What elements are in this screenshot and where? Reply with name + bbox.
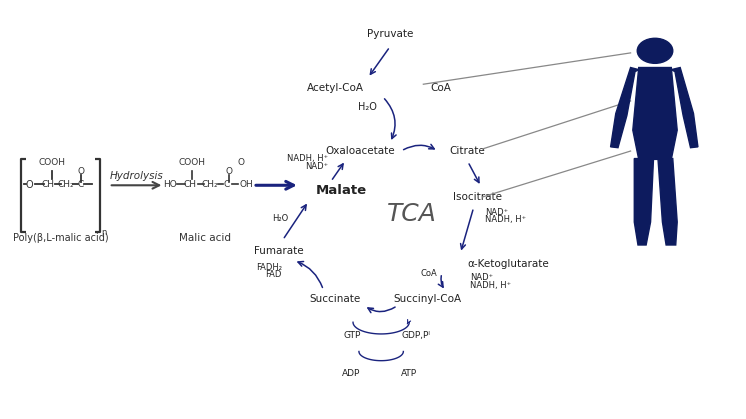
Text: O: O: [237, 158, 244, 167]
Text: FAD: FAD: [266, 270, 282, 279]
Ellipse shape: [637, 38, 673, 63]
Text: H₂O: H₂O: [272, 214, 288, 223]
Text: Isocitrate: Isocitrate: [453, 192, 502, 202]
Polygon shape: [610, 67, 639, 147]
Text: C: C: [223, 180, 230, 189]
Polygon shape: [671, 67, 698, 147]
Text: CH₂: CH₂: [57, 180, 74, 189]
Text: NAD⁺: NAD⁺: [485, 207, 508, 217]
Text: TCA: TCA: [387, 202, 437, 226]
Text: CH: CH: [184, 180, 197, 189]
Text: Poly(β,L-malic acid): Poly(β,L-malic acid): [13, 233, 108, 243]
Text: GDP,Pᴵ: GDP,Pᴵ: [401, 331, 430, 340]
Text: COOH: COOH: [38, 158, 66, 167]
Text: Acetyl-CoA: Acetyl-CoA: [307, 83, 364, 93]
Text: O: O: [225, 167, 232, 176]
Text: ATP: ATP: [401, 369, 417, 378]
Text: H₂O: H₂O: [358, 102, 377, 112]
Text: HO: HO: [163, 180, 177, 189]
Polygon shape: [658, 158, 677, 245]
Text: Oxaloacetate: Oxaloacetate: [325, 146, 395, 156]
Polygon shape: [633, 67, 677, 159]
Text: Succinate: Succinate: [309, 294, 360, 304]
Text: Malic acid: Malic acid: [179, 233, 231, 243]
Text: O: O: [77, 167, 84, 176]
Text: Succinyl-CoA: Succinyl-CoA: [393, 294, 461, 304]
Text: Pyruvate: Pyruvate: [367, 29, 413, 39]
Text: ADP: ADP: [342, 369, 360, 378]
Polygon shape: [634, 158, 653, 245]
Text: NADH, H⁺: NADH, H⁺: [287, 155, 328, 163]
Text: FADH₂: FADH₂: [256, 263, 282, 272]
Text: NADH, H⁺: NADH, H⁺: [470, 281, 511, 290]
Text: Malate: Malate: [316, 184, 367, 197]
Text: O: O: [26, 180, 34, 190]
Text: NAD⁺: NAD⁺: [470, 274, 493, 282]
Text: NADH, H⁺: NADH, H⁺: [485, 215, 526, 224]
Text: OH: OH: [239, 180, 253, 189]
Text: NAD⁺: NAD⁺: [305, 162, 328, 171]
Text: Fumarate: Fumarate: [254, 246, 304, 256]
Text: CH₂: CH₂: [201, 180, 218, 189]
Text: α-Ketoglutarate: α-Ketoglutarate: [468, 259, 550, 269]
Text: GTP: GTP: [343, 331, 360, 340]
Text: Hydrolysis: Hydrolysis: [109, 171, 163, 181]
Text: C: C: [78, 180, 84, 189]
Text: n: n: [101, 228, 107, 238]
Text: COOH: COOH: [178, 158, 205, 167]
Text: CoA: CoA: [421, 269, 438, 278]
Text: Citrate: Citrate: [450, 146, 486, 156]
Text: CH: CH: [42, 180, 54, 189]
Text: CoA: CoA: [430, 83, 451, 93]
